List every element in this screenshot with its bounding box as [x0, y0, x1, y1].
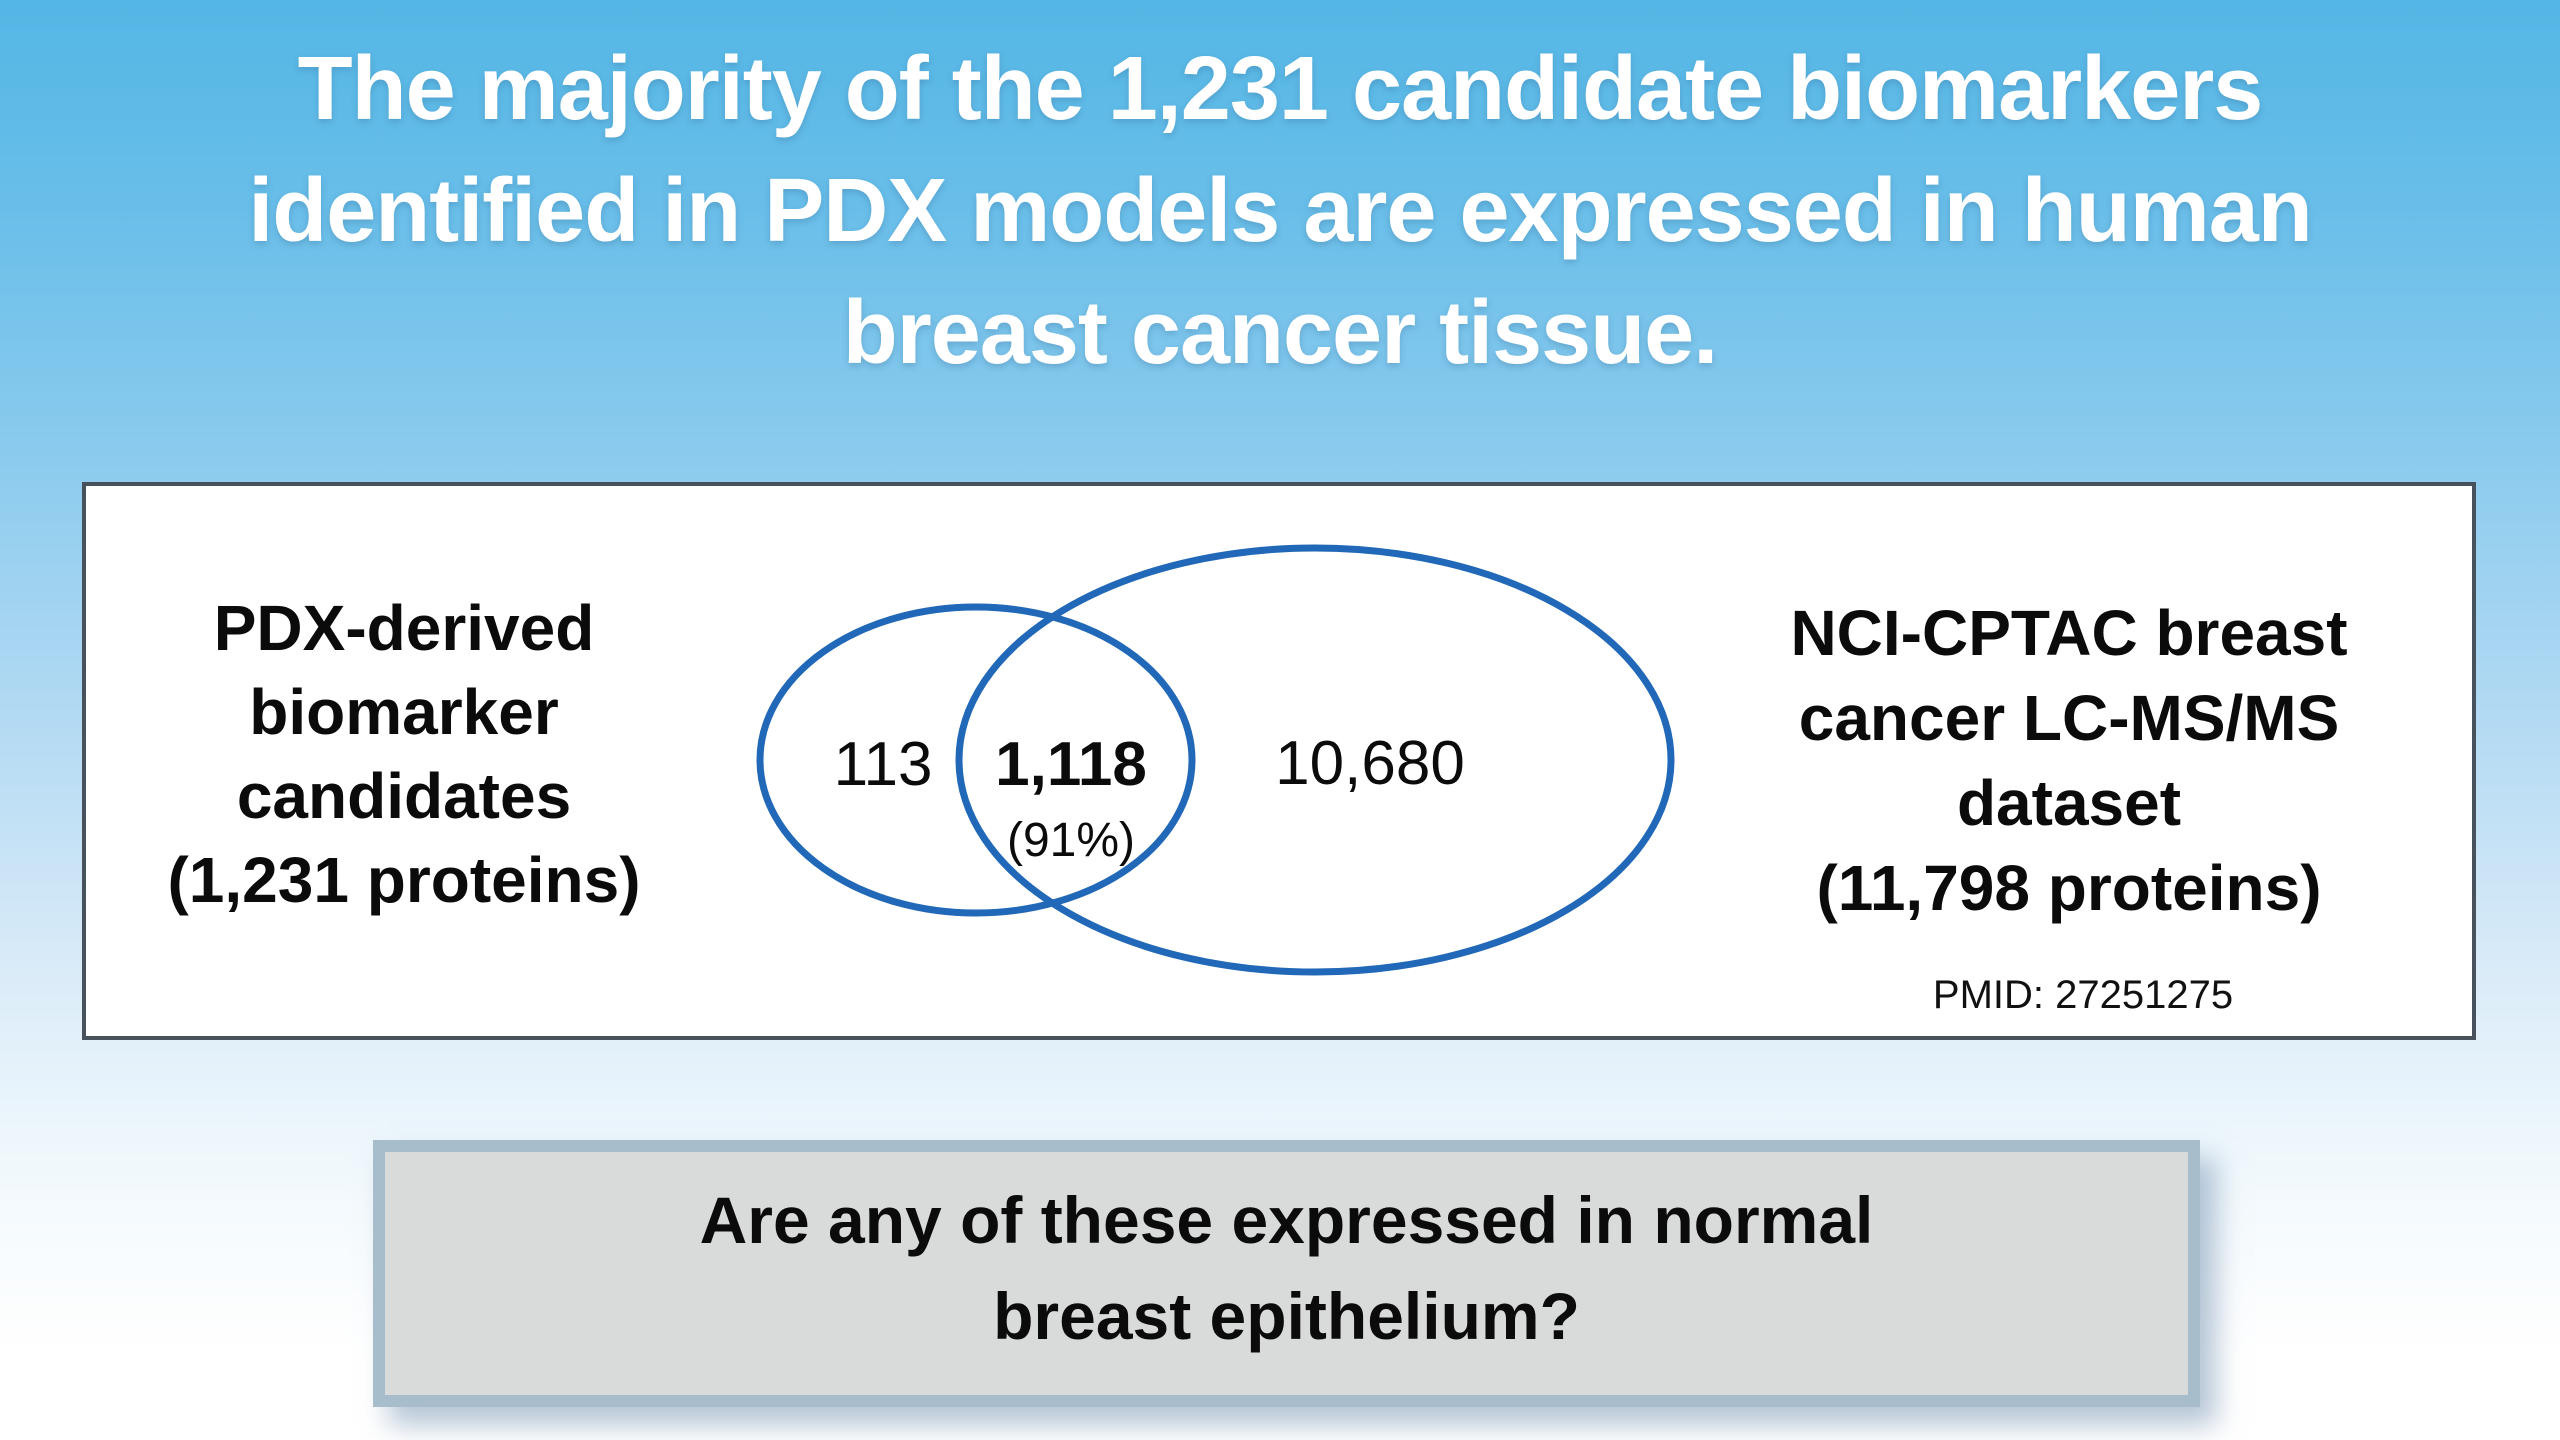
pdx-set-label-line1: PDX-derived: [213, 592, 595, 664]
question-line2: breast epithelium?: [993, 1279, 1580, 1353]
cptac-set-label-line4: (11,798 proteins): [1816, 852, 2322, 924]
pdx-set-label-line3: candidates: [236, 760, 572, 832]
cptac-set-label: NCI-CPTAC breast cancer LC-MS/MS dataset…: [1769, 591, 2369, 931]
overlap-percent: (91%): [1006, 814, 1136, 867]
slide-title-line1: The majority of the 1,231 candidate biom…: [297, 39, 2264, 139]
pdx-ellipse: [756, 603, 1196, 917]
cptac-set-label-line1: NCI-CPTAC breast: [1790, 597, 2348, 669]
slide-title: The majority of the 1,231 candidate biom…: [0, 28, 2560, 394]
pdx-set-label-line4: (1,231 proteins): [167, 844, 641, 916]
slide-title-line2: identified in PDX models are expressed i…: [248, 161, 2313, 261]
venn-diagram: [756, 544, 1675, 976]
overlap-count: 1,118: [995, 730, 1147, 799]
question-box: Are any of these expressed in normal bre…: [373, 1140, 2200, 1407]
slide-title-line3: breast cancer tissue.: [842, 283, 1718, 383]
cptac-set-label-line2: cancer LC-MS/MS: [1798, 682, 2340, 754]
question-line1: Are any of these expressed in normal: [699, 1183, 1874, 1257]
cptac-only-count: 10,680: [1275, 729, 1465, 798]
venn-panel: PDX-derived biomarker candidates (1,231 …: [82, 482, 2476, 1040]
cptac-set-label-line3: dataset: [1956, 767, 2182, 839]
cptac-ellipse: [955, 544, 1675, 976]
pdx-set-label: PDX-derived biomarker candidates (1,231 …: [154, 586, 654, 922]
pdx-only-count: 113: [833, 730, 933, 799]
pmid-citation: PMID: 27251275: [1932, 973, 2234, 1017]
pdx-set-label-line2: biomarker: [249, 676, 559, 748]
